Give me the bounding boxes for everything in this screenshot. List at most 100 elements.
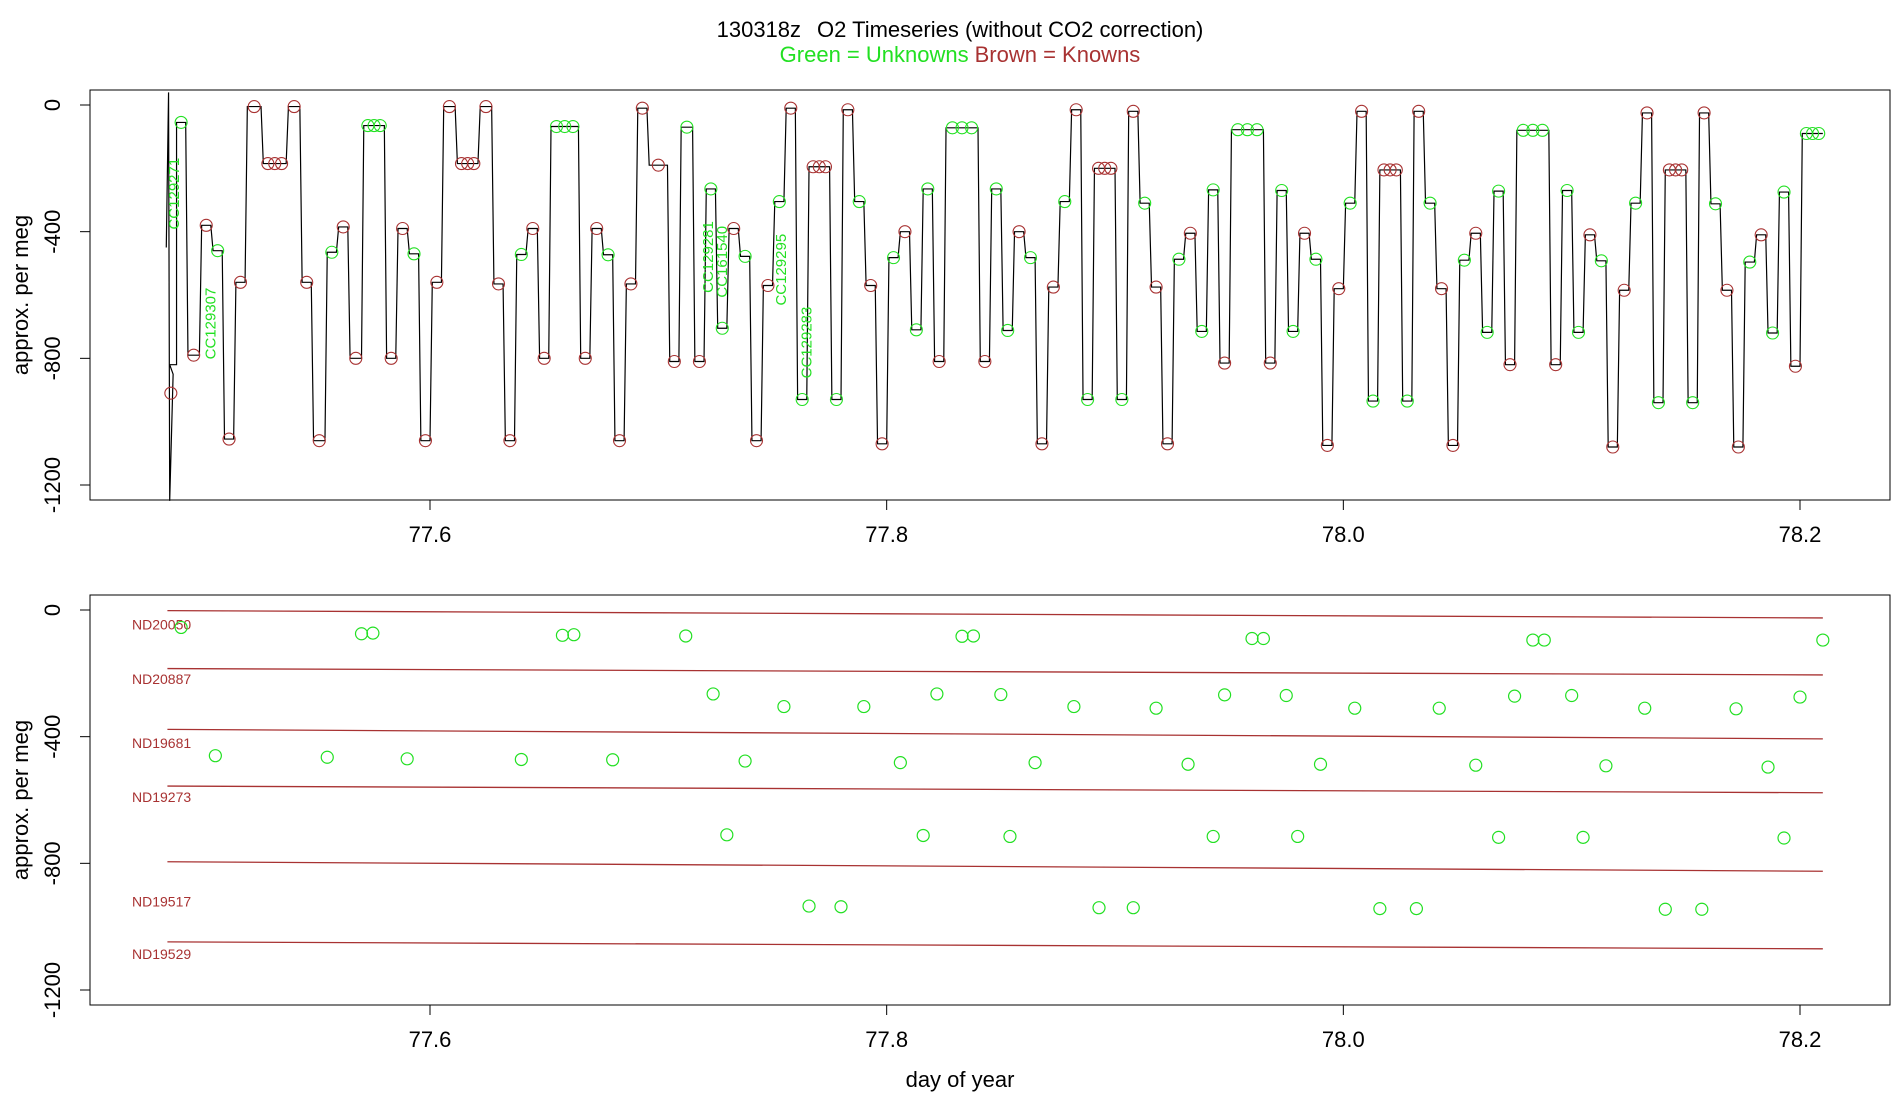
unknown-point [1432, 701, 1446, 715]
unknown-point [1761, 760, 1775, 774]
unknown-point [1181, 757, 1195, 771]
unknown-marker [407, 247, 421, 261]
unknown-marker [566, 119, 580, 134]
unknown-marker [955, 121, 969, 135]
unknown-point [1373, 902, 1387, 916]
top-y-tick-label: -1200 [40, 457, 65, 513]
bottom-unknown-points [174, 620, 1830, 916]
unknown-point [966, 629, 981, 643]
known-marker [1731, 440, 1745, 454]
unknown-marker [1743, 255, 1757, 269]
unknown-point [1092, 901, 1106, 915]
known-marker [312, 434, 326, 448]
known-marker [1160, 437, 1175, 451]
unknown-marker [715, 321, 729, 335]
unknown-point [1067, 699, 1081, 714]
bottom-x-tick-label: 77.6 [409, 1027, 452, 1052]
unknown-marker [1535, 123, 1549, 137]
known-marker [261, 157, 275, 171]
legend-brown: Brown = Knowns [975, 42, 1141, 67]
unknown-marker [1240, 123, 1254, 137]
known-marker [727, 221, 741, 236]
unknown-marker [772, 195, 786, 209]
unknown-point [1491, 830, 1506, 844]
top-y-tick-label: 0 [40, 99, 65, 111]
unknown-point [606, 753, 620, 767]
unknown-marker [738, 249, 752, 263]
unknown-point [1658, 902, 1672, 916]
unknown-marker [886, 251, 901, 265]
known-marker [1098, 161, 1112, 175]
bottom-reference-lines: ND20050 ND20887 ND19681 ND19273 ND19517 ND195… [132, 609, 1823, 962]
unknown-point [1729, 702, 1743, 716]
unknown-point [706, 687, 720, 701]
unknown-marker [1138, 196, 1152, 210]
unknown-marker [1629, 196, 1643, 210]
top-x-tick-label: 77.8 [865, 522, 908, 547]
bottom-y-tick-label: -1200 [40, 962, 65, 1018]
known-marker [692, 354, 706, 369]
known-marker [1503, 358, 1517, 372]
unknown-marker [1001, 323, 1015, 338]
reference-line-label: ND20050 [132, 616, 191, 632]
unknown-point [1028, 756, 1042, 770]
known-marker [898, 225, 912, 239]
unknown-point [802, 899, 816, 913]
unknown-marker [1309, 252, 1323, 266]
reference-line [167, 728, 1823, 740]
unknown-marker [1480, 325, 1494, 339]
unknown-marker [1526, 123, 1540, 137]
unknown-marker [1651, 396, 1665, 410]
known-marker [1355, 104, 1369, 118]
unknown-marker [1571, 325, 1586, 339]
unknown-point [1507, 689, 1522, 703]
known-marker [1104, 161, 1118, 175]
known-marker [818, 160, 833, 174]
known-marker [467, 157, 481, 171]
known-marker [336, 220, 350, 234]
known-marker [1126, 104, 1140, 118]
reference-line-label: ND19681 [132, 735, 191, 751]
unknown-marker [1492, 184, 1506, 198]
unknown-marker [1806, 126, 1820, 141]
unknown-marker [1686, 396, 1700, 410]
known-marker [1583, 228, 1597, 242]
known-marker [749, 434, 764, 448]
cylinder-annotation: CC129271 [166, 158, 183, 230]
reference-line [167, 667, 1823, 676]
known-marker [1389, 163, 1403, 177]
known-marker [1149, 280, 1163, 294]
known-marker [1720, 283, 1734, 297]
top-panel: 77.6 77.8 78.0 78.20-400-800-1200 CC129271C… [8, 89, 1891, 547]
known-marker [287, 100, 301, 114]
known-marker [442, 100, 456, 114]
cylinder-annotation: CC129283 [798, 307, 815, 379]
known-marker [396, 221, 410, 236]
unknown-point [1245, 631, 1259, 646]
top-timeseries-trace [165, 92, 1823, 501]
bottom-y-tick-label: -800 [40, 841, 65, 885]
unknown-marker [1766, 326, 1780, 340]
known-marker [349, 351, 363, 365]
unknown-marker [1206, 183, 1220, 197]
known-marker [1446, 438, 1460, 452]
known-marker [268, 157, 282, 171]
top-axes: 77.6 77.8 78.0 78.2 0 -400 -800 -1200 [40, 99, 1821, 547]
unknown-point [893, 756, 907, 770]
unknown-marker [367, 119, 381, 133]
reference-line [167, 861, 1823, 872]
unknown-marker [1516, 123, 1530, 137]
unknown-marker [1250, 123, 1264, 137]
figure-title: 130318z O2 Timeseries (without CO2 correc… [717, 17, 1204, 42]
known-marker [275, 157, 289, 171]
known-marker [1035, 437, 1049, 451]
unknown-marker [921, 182, 935, 196]
known-marker [1263, 356, 1277, 370]
unknown-point [174, 620, 188, 635]
unknown-marker [945, 121, 959, 135]
unknown-marker [1366, 394, 1380, 408]
bottom-x-axis-label: day of year [906, 1067, 1015, 1092]
unknown-point [955, 629, 969, 643]
top-y-tick-label: -800 [40, 336, 65, 380]
top-x-tick-label: 77.6 [409, 522, 452, 547]
